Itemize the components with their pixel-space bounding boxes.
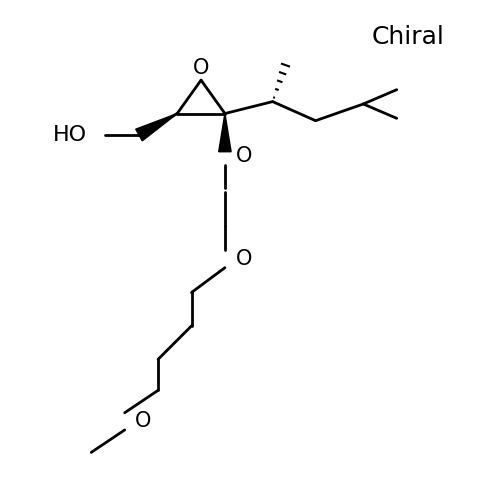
Polygon shape <box>219 114 231 152</box>
Text: O: O <box>235 146 252 167</box>
Text: Chiral: Chiral <box>371 25 445 49</box>
Text: HO: HO <box>52 125 86 145</box>
Text: O: O <box>135 411 152 432</box>
Text: O: O <box>235 249 252 269</box>
Text: O: O <box>193 58 209 78</box>
Polygon shape <box>136 114 177 141</box>
